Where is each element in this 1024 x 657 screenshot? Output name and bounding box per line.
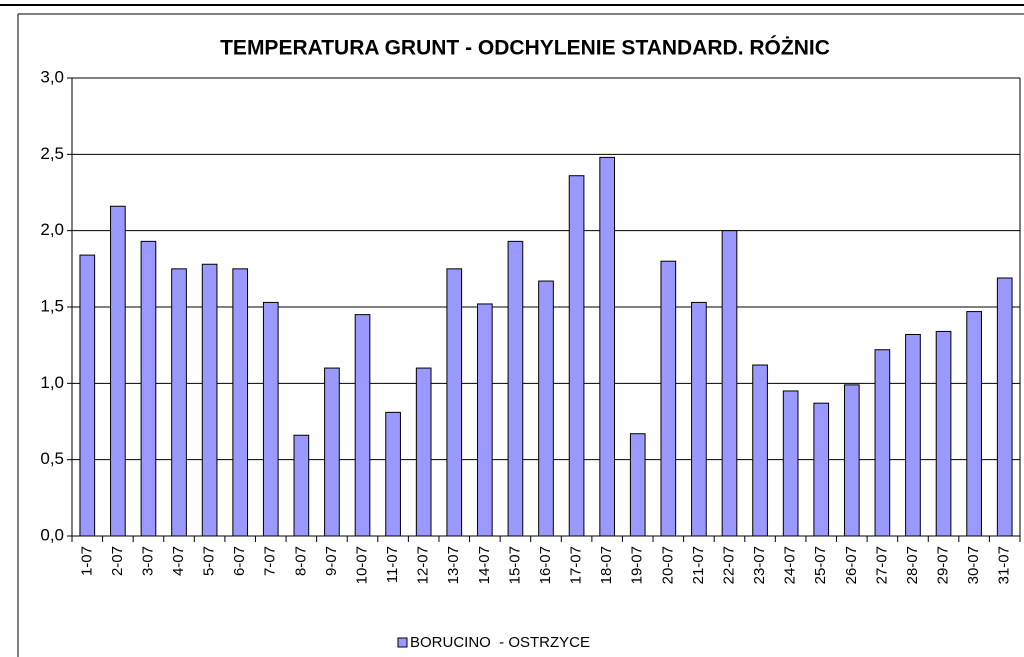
bar — [171, 268, 187, 537]
x-tick-label: 31-07 — [996, 546, 1013, 584]
x-tick-label: 10-07 — [353, 546, 370, 584]
y-tick-label: 2,0 — [40, 220, 64, 239]
bar — [813, 402, 830, 537]
x-tick-label: 5-07 — [201, 546, 218, 576]
bar — [385, 411, 401, 537]
x-tick-label: 30-07 — [965, 546, 982, 584]
x-tick-label: 3-07 — [139, 546, 156, 576]
y-tick-label: 0,0 — [40, 525, 64, 544]
bar — [905, 333, 921, 537]
x-tick-label: 26-07 — [843, 546, 860, 584]
x-tick-label: 14-07 — [476, 546, 493, 584]
bar — [874, 349, 891, 537]
x-tick-label: 6-07 — [231, 546, 248, 576]
x-tick-label: 21-07 — [690, 546, 707, 584]
x-tick-label: 13-07 — [445, 546, 462, 584]
x-tick-label: 4-07 — [170, 546, 187, 576]
bar — [415, 367, 432, 537]
bar — [446, 268, 463, 537]
y-tick-label: 3,0 — [40, 67, 64, 86]
x-tick-label: 20-07 — [659, 546, 676, 584]
x-tick-label: 25-07 — [812, 546, 829, 584]
x-tick-label: 23-07 — [751, 546, 768, 584]
bar — [354, 314, 371, 537]
bar — [232, 268, 249, 537]
bar — [599, 156, 616, 537]
x-tick-label: 2-07 — [109, 546, 126, 576]
x-tick-label: 17-07 — [568, 546, 585, 584]
bar — [691, 301, 707, 537]
y-tick-label: 1,5 — [40, 296, 64, 315]
bar — [660, 260, 677, 537]
x-tick-label: 29-07 — [935, 546, 952, 584]
bar — [782, 390, 799, 537]
y-tick-label: 1,0 — [40, 373, 64, 392]
x-tick-label: 27-07 — [873, 546, 890, 584]
bar — [538, 280, 554, 537]
x-tick-label: 7-07 — [262, 546, 279, 576]
bar — [140, 240, 157, 537]
bar — [966, 311, 982, 537]
x-tick-label: 1-07 — [78, 546, 95, 576]
bar — [262, 301, 279, 537]
bar — [568, 175, 585, 537]
bar — [721, 230, 738, 537]
x-tick-label: 18-07 — [598, 546, 615, 584]
bar — [110, 205, 126, 537]
bar — [293, 434, 310, 537]
bar — [996, 277, 1013, 537]
x-tick-label: 16-07 — [537, 546, 554, 584]
legend-label: BORUCINO - OSTRZYCE — [410, 634, 590, 651]
bar — [201, 263, 218, 537]
x-tick-label: 28-07 — [904, 546, 921, 584]
bar — [324, 367, 340, 537]
bar — [935, 330, 952, 537]
x-tick-label: 12-07 — [415, 546, 432, 584]
x-tick-label: 15-07 — [506, 546, 523, 584]
bar — [507, 240, 524, 537]
bar — [79, 254, 96, 537]
chart-title: TEMPERATURA GRUNT - ODCHYLENIE STANDARD.… — [220, 36, 830, 60]
bar — [752, 364, 768, 537]
bar — [476, 303, 493, 537]
x-tick-label: 11-07 — [384, 546, 401, 583]
x-tick-label: 19-07 — [629, 546, 646, 584]
bar — [843, 384, 860, 537]
x-tick-label: 24-07 — [782, 546, 799, 584]
y-tick-label: 2,5 — [40, 144, 64, 163]
x-tick-label: 9-07 — [323, 546, 340, 576]
x-tick-label: 22-07 — [720, 546, 737, 584]
x-tick-label: 8-07 — [292, 546, 309, 576]
y-tick-label: 0,5 — [40, 449, 64, 468]
bar — [629, 433, 646, 537]
legend-swatch — [397, 637, 408, 648]
